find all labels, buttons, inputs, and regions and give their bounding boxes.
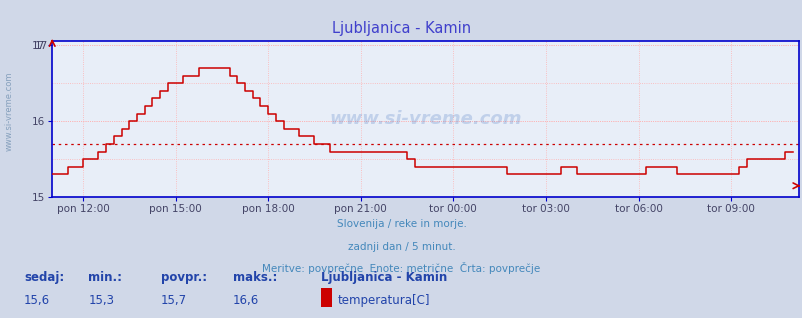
Text: Ljubljanica - Kamin: Ljubljanica - Kamin [321,272,447,284]
Text: zadnji dan / 5 minut.: zadnji dan / 5 minut. [347,242,455,252]
Text: 16,6: 16,6 [233,294,259,307]
Text: www.si-vreme.com: www.si-vreme.com [329,110,521,128]
Text: 17: 17 [35,41,48,51]
Text: temperatura[C]: temperatura[C] [337,294,429,307]
Text: www.si-vreme.com: www.si-vreme.com [5,72,14,151]
Text: Slovenija / reke in morje.: Slovenija / reke in morje. [336,219,466,229]
Text: Meritve: povprečne  Enote: metrične  Črta: povprečje: Meritve: povprečne Enote: metrične Črta:… [262,262,540,274]
Text: sedaj:: sedaj: [24,272,64,284]
Text: povpr.:: povpr.: [160,272,206,284]
Text: 15,6: 15,6 [24,294,51,307]
Text: Ljubljanica - Kamin: Ljubljanica - Kamin [331,21,471,36]
Text: maks.:: maks.: [233,272,277,284]
Text: 15,7: 15,7 [160,294,187,307]
Text: min.:: min.: [88,272,122,284]
Text: 15,3: 15,3 [88,294,114,307]
